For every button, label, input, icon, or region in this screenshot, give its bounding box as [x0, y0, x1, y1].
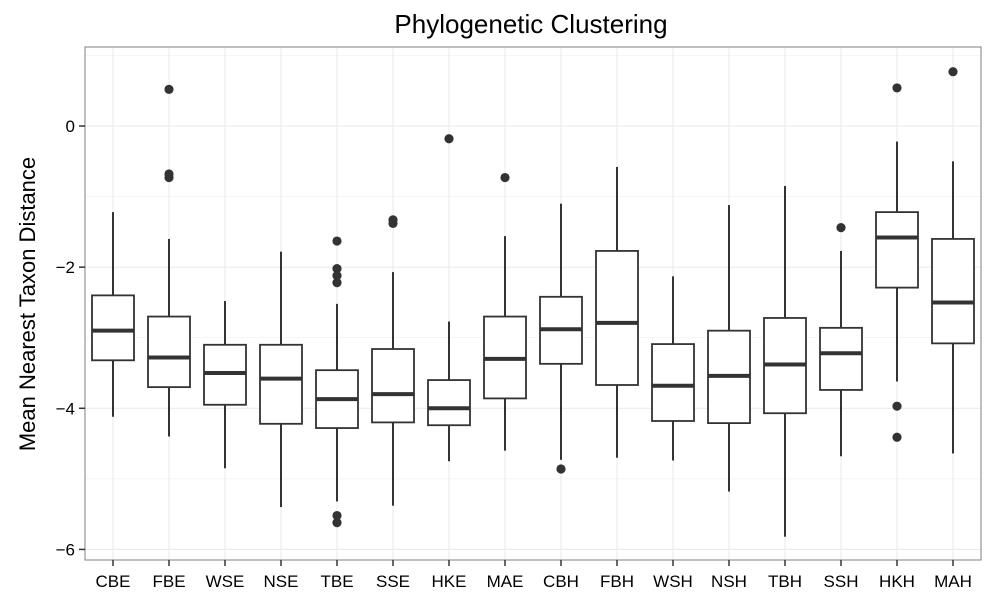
- x-tick-label: HKH: [879, 572, 915, 591]
- outlier-point: [388, 218, 398, 229]
- x-tick-label: FBE: [152, 572, 185, 591]
- outlier-point: [164, 84, 174, 94]
- outlier-point: [332, 271, 342, 281]
- outlier-point: [892, 83, 902, 93]
- box-iqr: [371, 348, 415, 424]
- x-tick-label: CBH: [543, 572, 579, 591]
- x-tick-label: MAH: [934, 572, 972, 591]
- box-iqr: [91, 294, 135, 362]
- outlier-point: [332, 263, 342, 274]
- box-mae: [483, 172, 527, 451]
- x-tick-label: SSH: [824, 572, 859, 591]
- x-tick-label: WSH: [653, 572, 693, 591]
- y-tick-label: −2: [56, 258, 75, 277]
- box-mah: [931, 67, 975, 454]
- chart-title: Phylogenetic Clustering: [394, 9, 667, 39]
- box-wsh: [651, 276, 695, 461]
- x-tick-label: SSE: [376, 572, 410, 591]
- box-iqr: [259, 343, 303, 425]
- outlier-point: [556, 464, 566, 474]
- outlier-point: [836, 223, 846, 233]
- box-hke: [427, 134, 471, 462]
- box-sse: [371, 215, 415, 506]
- outlier-point: [332, 278, 342, 288]
- box-iqr: [427, 379, 471, 427]
- y-axis-label: Mean Nearest Taxon Distance: [15, 157, 40, 451]
- outlier-point: [500, 172, 510, 183]
- outlier-point: [892, 432, 902, 442]
- y-tick-label: −6: [56, 540, 75, 559]
- outlier-point: [948, 67, 958, 77]
- y-tick-label: −4: [56, 399, 75, 418]
- outlier-point: [332, 236, 342, 246]
- box-tbh: [763, 186, 807, 537]
- x-tick-label: HKE: [432, 572, 467, 591]
- outlier-point: [332, 518, 342, 528]
- box-wse: [203, 301, 247, 469]
- box-iqr: [147, 315, 191, 389]
- box-iqr: [651, 343, 695, 422]
- x-tick-label: CBE: [96, 572, 131, 591]
- panel-border: [84, 46, 982, 561]
- box-nse: [259, 251, 303, 508]
- x-tick-label: NSH: [711, 572, 747, 591]
- box-iqr: [931, 238, 975, 345]
- x-tick-label: FBH: [600, 572, 634, 591]
- outlier-point: [892, 401, 902, 411]
- grid-lines: [85, 47, 981, 560]
- box-iqr: [819, 326, 863, 391]
- outlier-point: [332, 510, 342, 521]
- x-tick-label: NSE: [264, 572, 299, 591]
- x-axis: CBE FBE WSE NSE TBE SSE HKE MAE CBH FBH WSH NSH TBH S…: [96, 560, 972, 591]
- x-tick-label: MAE: [487, 572, 524, 591]
- box-nsh: [707, 205, 751, 492]
- box-tbe: [315, 236, 359, 528]
- box-ssh: [819, 223, 863, 457]
- box-series: [91, 67, 975, 537]
- outlier-point: [164, 172, 174, 183]
- box-iqr: [875, 211, 919, 289]
- y-axis: 0 −2 −4 −6: [56, 117, 85, 559]
- box-cbh: [539, 203, 583, 474]
- box-iqr: [595, 250, 639, 386]
- x-tick-label: WSE: [206, 572, 245, 591]
- box-fbe: [147, 84, 191, 437]
- box-cbe: [91, 212, 135, 417]
- y-tick-label: 0: [66, 117, 75, 136]
- outlier-point: [444, 134, 454, 144]
- box-fbh: [595, 166, 639, 458]
- x-tick-label: TBH: [768, 572, 802, 591]
- box-hkh: [875, 83, 919, 442]
- x-tick-label: TBE: [320, 572, 353, 591]
